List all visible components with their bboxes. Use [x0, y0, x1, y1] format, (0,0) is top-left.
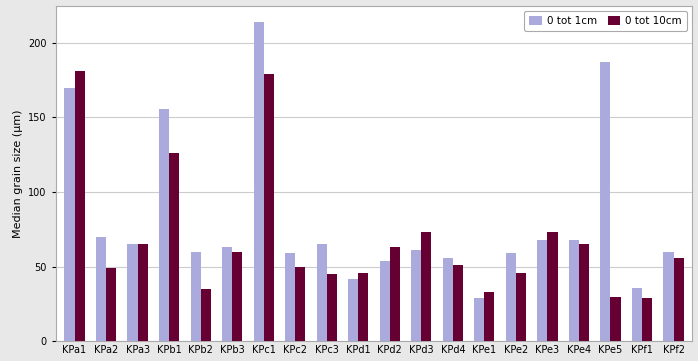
- Bar: [663, 252, 674, 341]
- Bar: [169, 153, 179, 341]
- Bar: [506, 253, 516, 341]
- Bar: [453, 265, 463, 341]
- Bar: [264, 74, 274, 341]
- Bar: [569, 240, 579, 341]
- Bar: [642, 298, 652, 341]
- Bar: [253, 22, 264, 341]
- Bar: [611, 296, 621, 341]
- Bar: [537, 240, 547, 341]
- Bar: [348, 279, 358, 341]
- Bar: [106, 268, 116, 341]
- Bar: [159, 109, 169, 341]
- Bar: [547, 232, 558, 341]
- Bar: [632, 288, 642, 341]
- Bar: [674, 258, 683, 341]
- Bar: [411, 250, 422, 341]
- Bar: [443, 258, 453, 341]
- Bar: [222, 247, 232, 341]
- Bar: [516, 273, 526, 341]
- Bar: [232, 252, 242, 341]
- Bar: [579, 244, 589, 341]
- Bar: [358, 273, 369, 341]
- Y-axis label: Median grain size (µm): Median grain size (µm): [13, 109, 22, 238]
- Bar: [138, 244, 148, 341]
- Bar: [484, 292, 494, 341]
- Bar: [317, 244, 327, 341]
- Bar: [474, 298, 484, 341]
- Bar: [380, 261, 389, 341]
- Bar: [422, 232, 431, 341]
- Bar: [200, 289, 211, 341]
- Bar: [191, 252, 200, 341]
- Bar: [64, 88, 75, 341]
- Bar: [389, 247, 400, 341]
- Legend: 0 tot 1cm, 0 tot 10cm: 0 tot 1cm, 0 tot 10cm: [524, 11, 688, 31]
- Bar: [75, 71, 84, 341]
- Bar: [327, 274, 337, 341]
- Bar: [295, 267, 305, 341]
- Bar: [96, 237, 106, 341]
- Bar: [285, 253, 295, 341]
- Bar: [600, 62, 611, 341]
- Bar: [128, 244, 138, 341]
